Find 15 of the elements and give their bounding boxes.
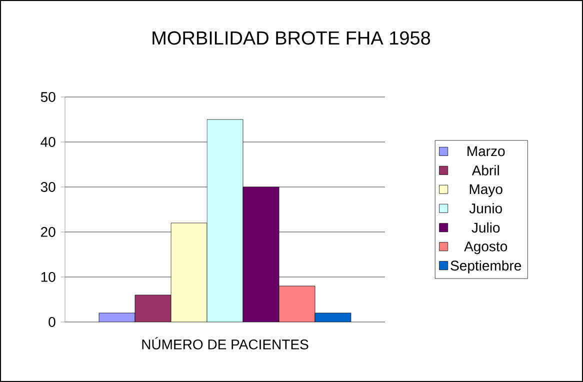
y-tick-label: 0 bbox=[48, 317, 56, 327]
y-tick-label: 10 bbox=[41, 272, 56, 282]
x-tick-label: NÚMERO DE PACIENTES bbox=[142, 337, 308, 350]
y-tick-label: 30 bbox=[40, 182, 56, 192]
y-tick-label: 20 bbox=[41, 227, 56, 237]
legend-label: Abril bbox=[472, 165, 499, 176]
legend-label: Julio bbox=[472, 222, 500, 233]
legend-label: Marzo bbox=[468, 146, 505, 156]
legend-label: Septiembre bbox=[450, 260, 522, 274]
legend-label: Agosto bbox=[464, 242, 508, 254]
legend-label: Junio bbox=[469, 203, 502, 214]
chart-title: MORBILIDAD BROTE FHA 1958 bbox=[152, 31, 430, 45]
legend-label: Mayo bbox=[470, 184, 502, 197]
y-tick-label: 50 bbox=[40, 92, 56, 102]
y-tick-label: 40 bbox=[40, 137, 56, 147]
